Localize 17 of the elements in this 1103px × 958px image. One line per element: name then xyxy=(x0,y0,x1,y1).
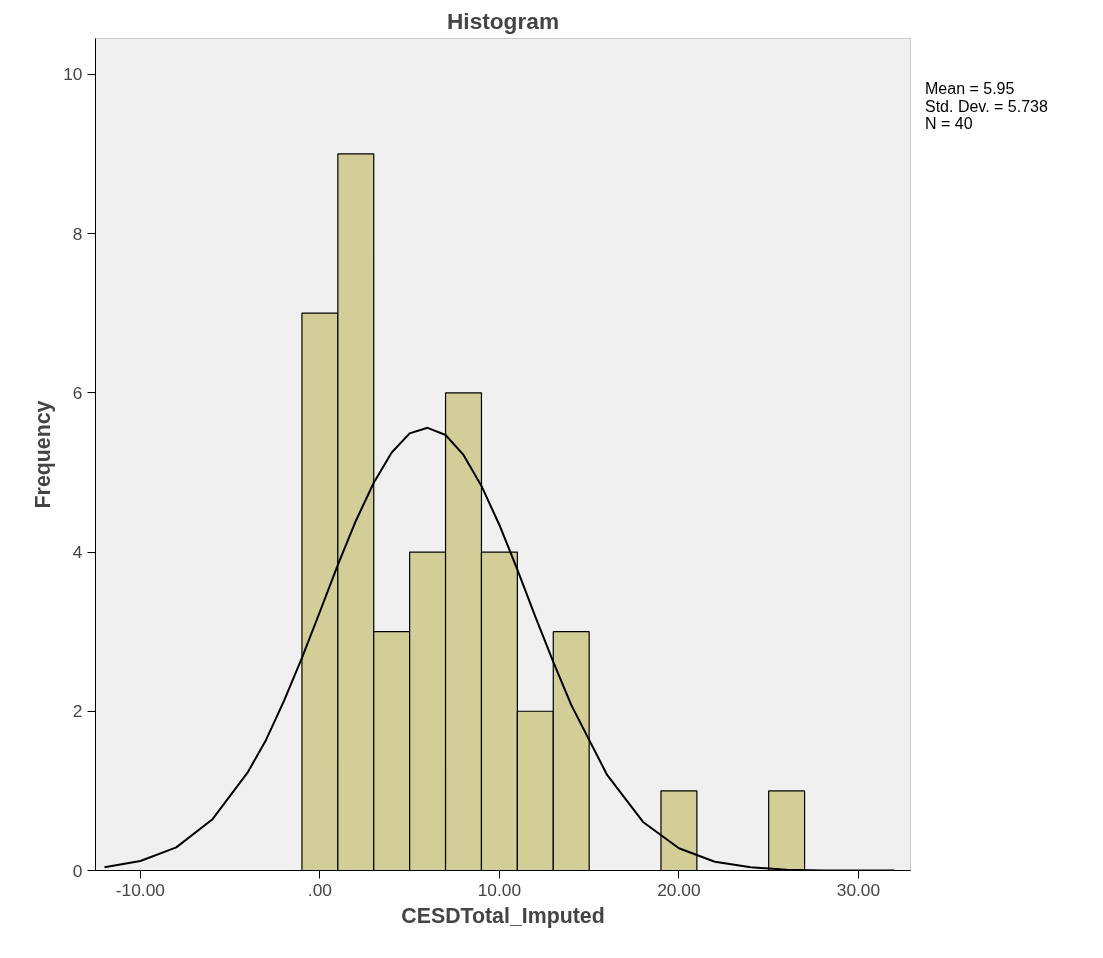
text: N = 40 xyxy=(925,115,974,133)
chart-title: Histogram xyxy=(446,7,560,34)
y-tick-label: 10 xyxy=(63,64,83,85)
y-tick-label: 8 xyxy=(72,223,83,244)
x-tick-label: 20.00 xyxy=(657,879,701,900)
x-tick-label: 30.00 xyxy=(836,879,881,900)
y-tick-label: 6 xyxy=(72,382,83,403)
x-tick-label: .00 xyxy=(307,879,332,900)
text: Mean = 5.95 xyxy=(925,80,1016,98)
x-tick-label: -10.00 xyxy=(115,879,165,900)
x-axis-title: CESDTotal_Imputed xyxy=(401,903,605,928)
y-axis-title: Frequency xyxy=(31,400,56,509)
y-tick-label: 4 xyxy=(72,542,83,563)
text: Std. Dev. = 5.738 xyxy=(925,97,1048,116)
y-tick-label: 2 xyxy=(72,701,83,722)
x-tick-label: 10.00 xyxy=(477,879,522,900)
y-tick-label: 0 xyxy=(72,860,83,881)
